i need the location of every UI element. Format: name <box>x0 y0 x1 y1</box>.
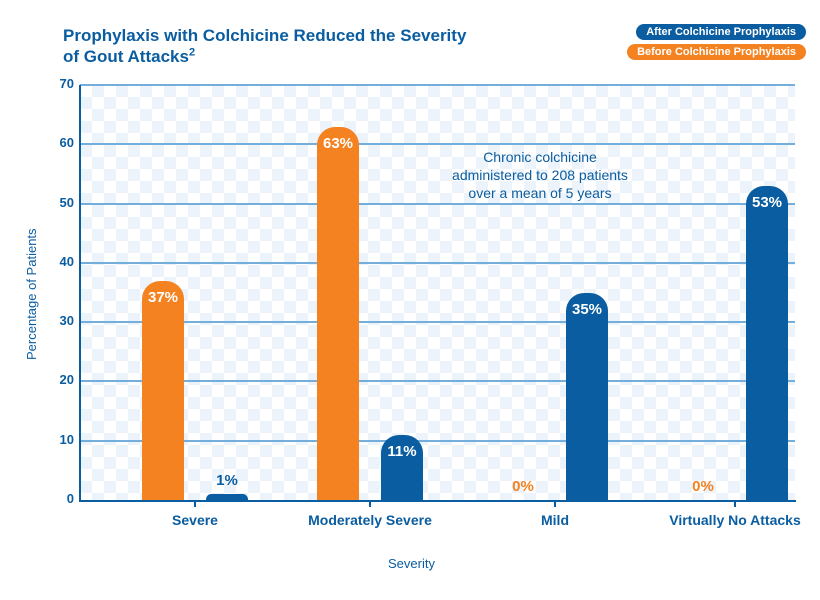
y-axis-line <box>79 85 81 502</box>
bar-value-label: 11% <box>373 443 431 460</box>
bar <box>566 293 608 501</box>
x-tick <box>734 500 736 507</box>
annotation-line2: administered to 208 patients <box>452 167 628 183</box>
gridline <box>80 440 795 442</box>
title-line2: of Gout Attacks <box>63 47 189 66</box>
annotation-line1: Chronic colchicine <box>483 149 597 165</box>
gridline <box>80 380 795 382</box>
bar-value-label: 1% <box>198 472 256 489</box>
gridline <box>80 321 795 323</box>
title-super: 2 <box>189 47 195 59</box>
gridline <box>80 143 795 145</box>
gridline <box>80 84 795 86</box>
y-tick-label: 70 <box>44 76 74 91</box>
y-tick-label: 30 <box>44 313 74 328</box>
annotation-line3: over a mean of 5 years <box>468 185 611 201</box>
bar-value-label: 0% <box>674 478 732 495</box>
x-axis-label: Severity <box>388 556 435 571</box>
y-tick-label: 10 <box>44 432 74 447</box>
y-tick-label: 50 <box>44 195 74 210</box>
x-tick <box>194 500 196 507</box>
bar <box>317 127 359 501</box>
bar-value-label: 53% <box>738 194 796 211</box>
category-label: Moderately Severe <box>280 512 460 528</box>
category-label: Severe <box>105 512 285 528</box>
legend-after: After Colchicine Prophylaxis <box>636 24 806 40</box>
gridline <box>80 262 795 264</box>
bar <box>142 281 184 500</box>
bar-value-label: 37% <box>134 289 192 306</box>
x-tick <box>554 500 556 507</box>
y-tick-label: 0 <box>44 491 74 506</box>
y-tick-label: 20 <box>44 372 74 387</box>
annotation: Chronic colchicine administered to 208 p… <box>420 148 660 203</box>
x-axis-line <box>79 500 796 502</box>
bar <box>206 494 248 500</box>
chart-title: Prophylaxis with Colchicine Reduced the … <box>63 25 466 68</box>
category-label: Mild <box>465 512 645 528</box>
legend-before: Before Colchicine Prophylaxis <box>627 44 806 60</box>
y-axis-label: Percentage of Patients <box>24 228 39 360</box>
category-label: Virtually No Attacks <box>645 512 820 528</box>
y-tick-label: 40 <box>44 254 74 269</box>
bar <box>746 186 788 500</box>
y-tick-label: 60 <box>44 135 74 150</box>
x-tick <box>369 500 371 507</box>
title-line1: Prophylaxis with Colchicine Reduced the … <box>63 26 466 45</box>
bar-value-label: 0% <box>494 478 552 495</box>
gridline <box>80 203 795 205</box>
bar-value-label: 35% <box>558 301 616 318</box>
bar-value-label: 63% <box>309 135 367 152</box>
